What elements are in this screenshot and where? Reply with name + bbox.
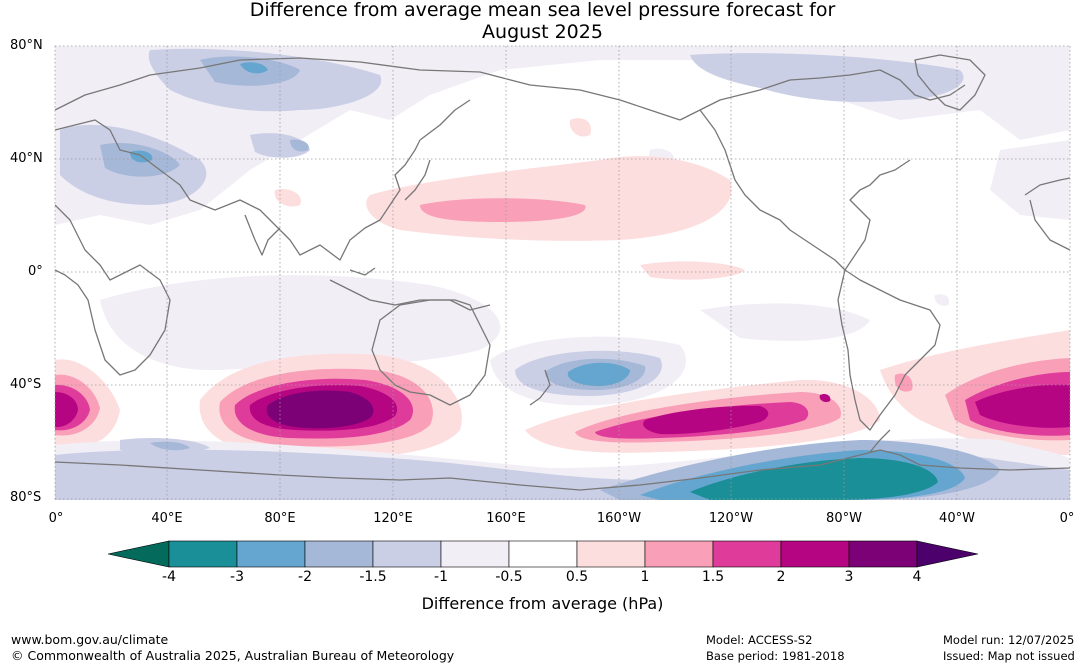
lat-label-40s: 40°S <box>10 377 42 392</box>
colorbar-tick: -0.5 <box>495 569 523 585</box>
colorbar-title: Difference from average (hPa) <box>421 594 664 613</box>
colorbar-bin <box>440 540 510 568</box>
colorbar-tick: -4 <box>162 569 176 585</box>
lon-label-80e: 80°E <box>264 511 296 526</box>
southwest-pacific-low <box>490 336 687 406</box>
lat-label-80s: 80°S <box>10 490 42 505</box>
colorbar-tick: 1.5 <box>701 569 725 585</box>
colorbar-bin <box>848 540 918 568</box>
colorbar-tick: -1 <box>434 569 448 585</box>
colorbar-bin <box>712 540 782 568</box>
colorbar-bin <box>168 540 238 568</box>
lon-label-40w: 40°W <box>939 511 975 526</box>
colorbar-bin <box>372 540 442 568</box>
colorbar-tick: 1 <box>640 569 650 585</box>
lon-label-120e: 120°E <box>373 511 413 526</box>
colorbar-tick: 4 <box>912 569 922 585</box>
lon-label-160e: 160°E <box>486 511 526 526</box>
colorbar <box>107 540 979 568</box>
footer-model: Model: ACCESS-S2 <box>706 633 813 647</box>
colorbar-bin <box>780 540 850 568</box>
footer-base-period: Base period: 1981-2018 <box>706 649 845 663</box>
colorbar-tick: 2 <box>776 569 786 585</box>
lon-label-0-right: 0° <box>1059 511 1075 526</box>
lat-label-80n: 80°N <box>10 38 43 53</box>
colorbar-bin <box>304 540 374 568</box>
colorbar-tick: 0.5 <box>565 569 589 585</box>
footer-copyright: © Commonwealth of Australia 2025, Austra… <box>11 648 455 663</box>
colorbar-bin <box>576 540 646 568</box>
colorbar-bin <box>236 540 306 568</box>
colorbar-low-extend <box>107 540 170 568</box>
southern-positive-anomalies <box>55 330 1070 459</box>
colorbar-tick: -1.5 <box>359 569 387 585</box>
map-title-line1: Difference from average mean sea level p… <box>249 0 836 21</box>
colorbar-bin <box>508 540 578 568</box>
graticule <box>54 45 1071 500</box>
colorbar-tick: -3 <box>230 569 244 585</box>
lon-label-80w: 80°W <box>826 511 862 526</box>
colorbar-tick: 3 <box>844 569 854 585</box>
lon-label-40e: 40°E <box>151 511 183 526</box>
lon-label-160w: 160°W <box>596 511 642 526</box>
lat-label-equator: 0° <box>28 264 43 279</box>
footer-issued: Issued: Map not issued <box>943 649 1075 663</box>
tropical-negative-anomalies <box>100 275 950 371</box>
footer-model-run: Model run: 12/07/2025 <box>943 633 1075 647</box>
lon-label-120w: 120°W <box>708 511 754 526</box>
coastlines <box>55 54 1070 491</box>
lat-label-40n: 40°N <box>10 151 43 166</box>
footer-url: www.bom.gov.au/climate <box>11 632 169 647</box>
colorbar-high-extend <box>916 540 979 568</box>
colorbar-tick: -2 <box>298 569 312 585</box>
lon-label-0: 0° <box>48 511 64 526</box>
north-pacific-positive-anomaly <box>274 118 745 280</box>
map-title-line2: August 2025 <box>482 21 603 43</box>
colorbar-bin <box>644 540 714 568</box>
